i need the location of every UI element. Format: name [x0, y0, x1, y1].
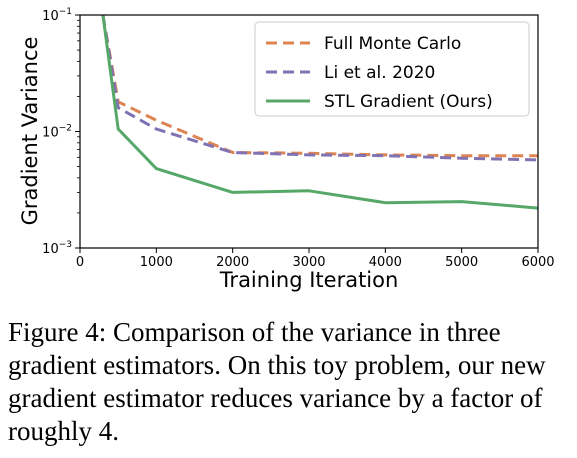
series-line-1	[101, 15, 538, 158]
x-tick-label: 3000	[292, 255, 325, 270]
axis-ticks: 0 1000 2000 3000 4000 5000 6000 10−1 10−2 10−3	[42, 7, 554, 270]
series-lines	[101, 15, 538, 210]
y-tick-label: 10−2	[42, 124, 72, 141]
y-tick-label: 10−1	[42, 7, 72, 24]
x-tick-label: 1000	[140, 255, 173, 270]
x-tick-label: 5000	[445, 255, 478, 270]
series-line-3	[101, 15, 538, 210]
legend-label: STL Gradient (Ours)	[324, 92, 493, 112]
figure-caption: Figure 4: Comparison of the variance in …	[8, 317, 546, 446]
x-tick-label: 6000	[521, 255, 554, 270]
variance-line-chart: 0 1000 2000 3000 4000 5000 6000 10−1 10−2 10−3 Tr…	[18, 7, 555, 292]
legend: Full Monte Carlo Li et al. 2020 STL Gradie…	[254, 21, 530, 117]
x-axis-label: Training Iteration	[219, 268, 399, 292]
series-line-2	[101, 15, 538, 162]
legend-label: Full Monte Carlo	[324, 34, 461, 54]
y-axis-label: Gradient Variance	[18, 37, 42, 226]
x-tick-label: 4000	[369, 255, 402, 270]
y-tick-label: 10−3	[42, 240, 72, 257]
x-tick-label: 0	[76, 255, 84, 270]
legend-box	[254, 21, 530, 117]
legend-label: Li et al. 2020	[324, 63, 435, 83]
x-tick-label: 2000	[216, 255, 249, 270]
